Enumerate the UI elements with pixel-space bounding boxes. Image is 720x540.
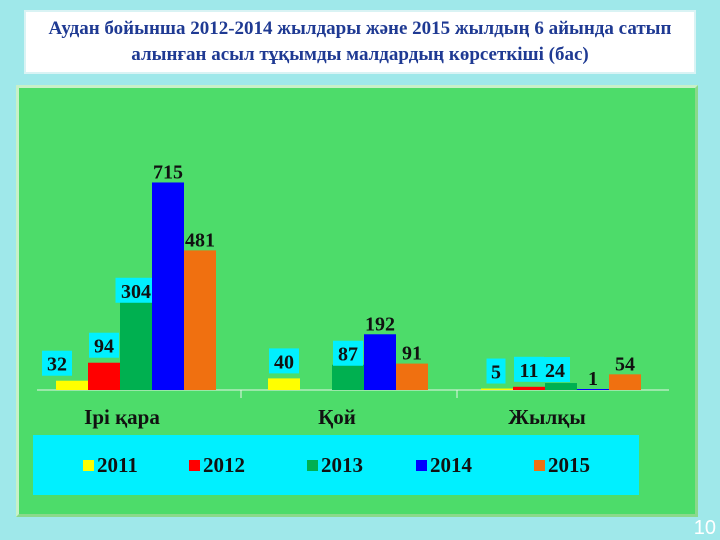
data-label-2014-1: 192 xyxy=(365,313,395,335)
bar-2013-2 xyxy=(545,383,577,390)
bar-2015-0 xyxy=(184,250,216,390)
data-label-bg-2011-1 xyxy=(269,348,299,374)
bar-2013-1 xyxy=(332,364,364,390)
data-label-2013-1: 87 xyxy=(338,344,358,366)
data-label-2011-1: 40 xyxy=(274,351,294,373)
bar-chart: 32 40 5 94 11 304 87 24 715 192 1 481 91 54 Ірі қара Қо… xyxy=(33,161,669,495)
bar-2013-0 xyxy=(120,301,152,390)
data-label-2014-2: 1 xyxy=(588,368,598,390)
legend-label-2013: 2013 xyxy=(321,453,363,477)
data-label-2011-0: 32 xyxy=(47,354,67,376)
legend-label-2015: 2015 xyxy=(548,453,590,477)
bar-2012-0 xyxy=(88,362,120,390)
bar-2012-2 xyxy=(513,386,545,390)
legend-swatch-2012 xyxy=(189,460,200,471)
data-label-bg-2012-0 xyxy=(89,332,119,358)
chart-panel: 32 40 5 94 11 304 87 24 715 192 1 481 91 54 Ірі қара Қо… xyxy=(16,85,698,517)
data-label-2015-2: 54 xyxy=(615,353,635,375)
data-label-2013-0: 304 xyxy=(121,281,151,303)
data-label-bg-2013-1 xyxy=(333,340,363,366)
chart-title-line-2: алынған асыл тұқымды малдардың көрсеткіш… xyxy=(131,44,589,65)
legend-swatch-2014 xyxy=(416,460,427,471)
data-label-2013-2: 24 xyxy=(545,360,565,382)
data-label-bg-2013-2 xyxy=(540,357,570,383)
legend-label-2012: 2012 xyxy=(203,453,245,477)
data-label-2012-2: 11 xyxy=(520,360,539,382)
category-label-2: Қой xyxy=(318,405,356,429)
bar-2014-1 xyxy=(364,334,396,390)
bar-2015-1 xyxy=(396,363,428,390)
legend-swatch-2013 xyxy=(307,460,318,471)
bar-2015-2 xyxy=(609,374,641,390)
legend-label-2014: 2014 xyxy=(430,453,473,477)
data-label-2015-0: 481 xyxy=(185,229,215,251)
data-label-2012-0: 94 xyxy=(94,336,114,358)
data-label-2015-1: 91 xyxy=(402,343,422,365)
category-label-3: Жылқы xyxy=(508,405,585,429)
legend-label-2011: 2011 xyxy=(97,453,138,477)
bar-2014-2 xyxy=(577,389,609,390)
chart-title-line-1: Аудан бойынша 2012-2014 жылдары және 201… xyxy=(48,18,672,39)
page-number: 10 xyxy=(693,517,716,539)
data-label-bg-2011-2 xyxy=(486,358,506,384)
bar-2011-2 xyxy=(481,388,513,390)
chart-title: Аудан бойынша 2012-2014 жылдары және 201… xyxy=(24,10,696,74)
bar-2011-0 xyxy=(56,380,88,390)
bar-2011-1 xyxy=(268,378,300,390)
data-label-bg-2013-0 xyxy=(115,277,157,303)
legend-swatch-2015 xyxy=(534,460,545,471)
legend-swatch-2011 xyxy=(83,460,94,471)
data-label-2011-2: 5 xyxy=(491,362,501,384)
bar-2014-0 xyxy=(152,182,184,390)
data-label-2014-0: 715 xyxy=(153,161,183,183)
data-label-bg-2011-0 xyxy=(42,350,72,376)
data-label-bg-2012-2 xyxy=(514,356,544,382)
category-label-1: Ірі қара xyxy=(84,405,160,429)
